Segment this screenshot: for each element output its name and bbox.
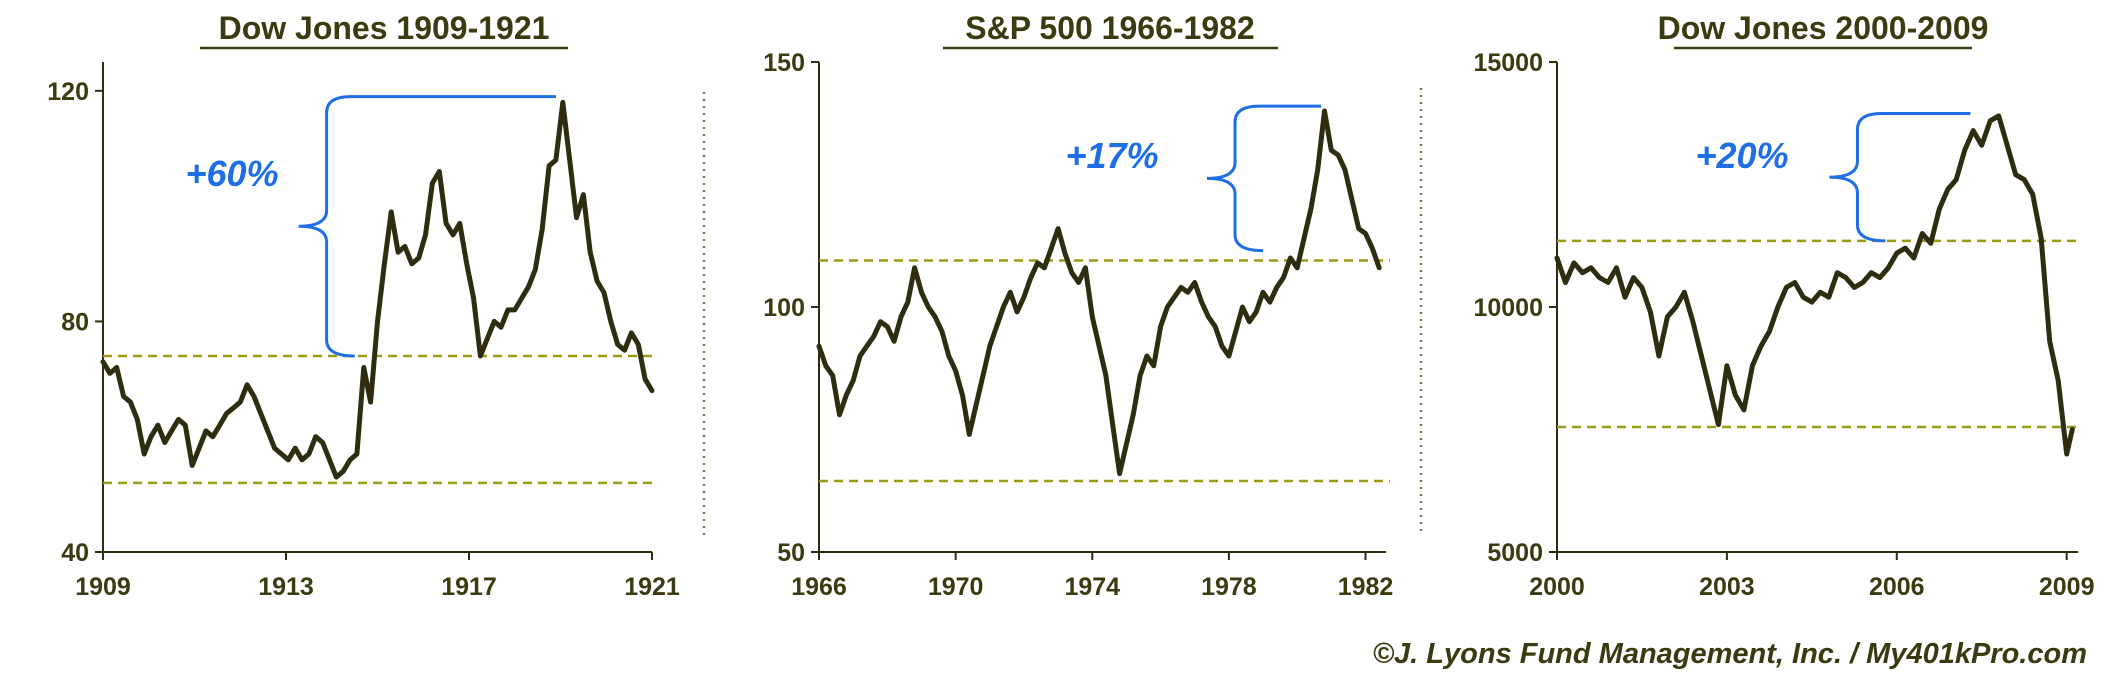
x-tick-label: 1917 bbox=[441, 573, 497, 601]
y-tick-label: 100 bbox=[763, 294, 805, 322]
gain-brace bbox=[298, 95, 556, 358]
gain-annotation-label: +20% bbox=[1695, 135, 1788, 176]
y-tick-label: 150 bbox=[763, 49, 805, 77]
x-tick-label: 2000 bbox=[1529, 573, 1585, 601]
y-tick-label: 120 bbox=[47, 78, 89, 106]
copyright-notice: ©J. Lyons Fund Management, Inc. / My401k… bbox=[1372, 638, 2087, 670]
series-line bbox=[816, 108, 1382, 477]
y-tick-label: 5000 bbox=[1487, 539, 1543, 567]
chart-panel-dow-1909-1921: Dow Jones 1909-1921 40 80 120 1909 1913 1917 19… bbox=[47, 10, 680, 601]
chart-title: Dow Jones 1909-1921 bbox=[219, 10, 550, 46]
x-tick-label: 1974 bbox=[1064, 573, 1120, 601]
y-tick-label: 10000 bbox=[1473, 294, 1543, 322]
series-line bbox=[100, 99, 655, 480]
x-tick-label: 1909 bbox=[75, 573, 131, 601]
x-tick-label: 1978 bbox=[1201, 573, 1257, 601]
y-tick-label: 15000 bbox=[1473, 49, 1543, 77]
chart-panel-dow-2000-2009: Dow Jones 2000-2009 5000 10000 15000 2000 200… bbox=[1473, 10, 2094, 601]
x-tick-label: 2006 bbox=[1869, 573, 1925, 601]
y-tick-label: 50 bbox=[777, 539, 805, 567]
y-tick-label: 40 bbox=[61, 539, 89, 567]
gain-annotation-label: +60% bbox=[185, 153, 278, 194]
x-tick-label: 1982 bbox=[1338, 573, 1394, 601]
x-tick-label: 2009 bbox=[2039, 573, 2095, 601]
chart-title: S&P 500 1966-1982 bbox=[965, 10, 1254, 46]
series-line bbox=[1554, 113, 2075, 457]
gain-brace bbox=[1207, 104, 1322, 253]
chart-title: Dow Jones 2000-2009 bbox=[1658, 10, 1989, 46]
x-tick-label: 1966 bbox=[791, 573, 847, 601]
x-tick-label: 2003 bbox=[1699, 573, 1755, 601]
gain-annotation-label: +17% bbox=[1065, 135, 1158, 176]
x-tick-label: 1921 bbox=[624, 573, 680, 601]
x-tick-label: 1913 bbox=[258, 573, 314, 601]
y-tick-label: 80 bbox=[61, 308, 89, 336]
x-tick-label: 1970 bbox=[928, 573, 984, 601]
chart-panel-sp500-1966-1982: S&P 500 1966-1982 50 100 150 1966 1970 1974 197… bbox=[763, 10, 1393, 601]
gain-brace bbox=[1829, 111, 1971, 243]
